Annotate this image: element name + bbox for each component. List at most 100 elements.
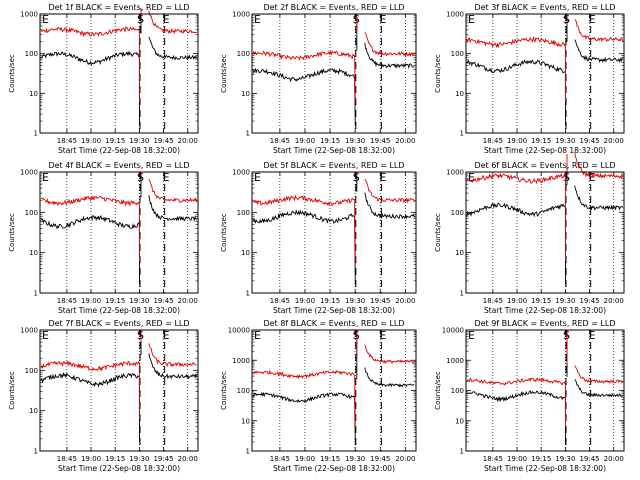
y-tick-label: 1000 [446, 357, 464, 365]
flare-marker-label: E [254, 171, 261, 184]
flare-marker-label: S [137, 329, 144, 342]
y-axis-label: Counts/sec [434, 371, 442, 410]
flare-marker-label: S [353, 13, 360, 26]
y-tick-label: 1 [34, 290, 38, 298]
y-tick-label: 100 [451, 387, 464, 395]
y-tick-label: 10 [29, 407, 38, 415]
x-axis-label: Start Time (22-Sep-08 18:32:00) [484, 306, 606, 315]
x-tick-label: 19:30 [345, 137, 365, 145]
lld-series-line [252, 172, 415, 262]
x-tick-label: 18:45 [483, 297, 503, 305]
y-axis-label: Counts/sec [434, 54, 442, 93]
lld-series-line [466, 14, 624, 103]
chart-title: Det 4f BLACK = Events, RED = LLD [48, 161, 189, 170]
flare-marker-label: S [353, 329, 360, 342]
x-tick-label: 19:45 [579, 137, 599, 145]
y-tick-label: 1000 [446, 11, 464, 19]
x-tick-label: 19:30 [129, 297, 149, 305]
x-tick-label: 19:30 [555, 137, 575, 145]
flare-marker-label: E [589, 171, 596, 184]
chart-title: Det 6f BLACK = Events, RED = LLD [474, 161, 615, 170]
x-tick-label: 19:45 [370, 137, 390, 145]
x-tick-label: 19:30 [555, 297, 575, 305]
x-tick-label: 20:00 [604, 455, 624, 463]
x-axis-label: Start Time (22-Sep-08 18:32:00) [484, 464, 606, 473]
plot-frame [465, 13, 625, 134]
x-tick-label: 19:30 [129, 137, 149, 145]
flare-marker-label: E [379, 171, 386, 184]
x-tick-label: 18:45 [483, 137, 503, 145]
lld-series-line [466, 330, 624, 428]
flare-marker-label: S [563, 171, 570, 184]
y-tick-label: 10 [29, 90, 38, 98]
chart-title: Det 3f BLACK = Events, RED = LLD [474, 3, 615, 12]
y-tick-label: 100 [25, 209, 38, 217]
y-tick-label: 1000 [20, 11, 38, 19]
chart-title: Det 2f BLACK = Events, RED = LLD [263, 3, 404, 12]
y-tick-label: 1 [246, 448, 250, 456]
x-tick-label: 19:00 [81, 455, 101, 463]
x-tick-label: 20:00 [178, 297, 198, 305]
x-tick-label: 19:00 [81, 137, 101, 145]
x-tick-label: 18:45 [57, 455, 77, 463]
y-axis-label: Counts/sec [8, 371, 16, 410]
x-tick-label: 18:45 [270, 455, 290, 463]
x-tick-label: 19:15 [320, 137, 340, 145]
x-tick-label: 19:00 [507, 297, 527, 305]
x-tick-label: 18:45 [270, 137, 290, 145]
y-tick-label: 1 [34, 130, 38, 138]
x-tick-label: 20:00 [395, 297, 415, 305]
chart-panel: Det 1f BLACK = Events, RED = LLD Counts/s… [8, 3, 199, 155]
y-axis-label: Counts/sec [220, 54, 228, 93]
x-tick-label: 18:45 [483, 455, 503, 463]
y-tick-label: 100 [237, 387, 250, 395]
flare-marker-label: E [42, 329, 49, 342]
y-tick-label: 10 [29, 249, 38, 257]
y-tick-label: 1000 [20, 169, 38, 177]
x-axis-label: Start Time (22-Sep-08 18:32:00) [58, 464, 180, 473]
x-tick-label: 19:30 [555, 455, 575, 463]
plot-frame [465, 171, 625, 294]
x-tick-label: 20:00 [178, 137, 198, 145]
flare-marker-label: S [137, 13, 144, 26]
x-tick-label: 19:15 [531, 455, 551, 463]
y-tick-label: 1 [460, 448, 464, 456]
x-tick-label: 18:45 [270, 297, 290, 305]
y-tick-label: 10 [455, 417, 464, 425]
x-tick-label: 19:00 [295, 297, 315, 305]
y-tick-label: 100 [237, 209, 250, 217]
chart-panel: Det 9f BLACK = Events, RED = LLD Counts/s… [434, 319, 625, 473]
events-series-line [252, 172, 415, 285]
y-tick-label: 1000 [232, 11, 250, 19]
plot-frame [251, 171, 417, 294]
chart-panel: Det 7f BLACK = Events, RED = LLD Counts/s… [8, 319, 199, 473]
x-tick-label: 19:15 [531, 137, 551, 145]
y-tick-label: 100 [237, 50, 250, 58]
x-tick-label: 18:45 [57, 137, 77, 145]
y-tick-label: 100 [25, 50, 38, 58]
flare-marker-label: S [353, 171, 360, 184]
y-tick-label: 1000 [20, 327, 38, 335]
x-tick-label: 19:45 [370, 455, 390, 463]
y-tick-label: 1 [460, 130, 464, 138]
events-series-line [466, 172, 624, 285]
chart-title: Det 9f BLACK = Events, RED = LLD [474, 319, 615, 328]
chart-title: Det 7f BLACK = Events, RED = LLD [48, 319, 189, 328]
flare-marker-label: E [468, 329, 475, 342]
chart-panel: Det 2f BLACK = Events, RED = LLD Counts/s… [220, 3, 417, 155]
x-tick-label: 20:00 [178, 455, 198, 463]
x-tick-label: 19:00 [81, 297, 101, 305]
y-tick-label: 1 [246, 290, 250, 298]
y-tick-label: 1000 [232, 169, 250, 177]
flare-marker-label: E [163, 171, 170, 184]
y-tick-label: 1 [34, 448, 38, 456]
y-tick-label: 1 [246, 130, 250, 138]
x-tick-label: 19:00 [507, 455, 527, 463]
x-axis-label: Start Time (22-Sep-08 18:32:00) [58, 306, 180, 315]
x-tick-label: 19:45 [153, 137, 173, 145]
flare-marker-label: E [468, 13, 475, 26]
flare-marker-label: E [589, 13, 596, 26]
plot-frame [39, 171, 199, 294]
plot-frame [251, 329, 417, 452]
x-tick-label: 20:00 [395, 137, 415, 145]
